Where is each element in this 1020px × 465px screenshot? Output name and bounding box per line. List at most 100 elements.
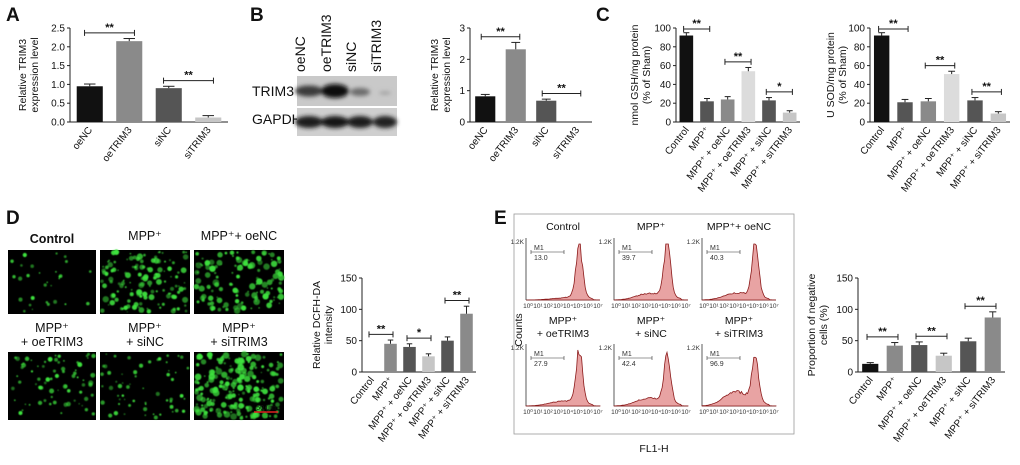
bar [762,100,776,122]
fluorescent-cells [10,252,92,313]
flow-histogram: MPP⁺+ siTRIM3 1.2K 10⁰ 10¹ 10² 10³ 10⁴ 10⁵ 10⁶ 10… [687,315,780,416]
flow-gate-value: 42.4 [622,361,636,368]
flow-x-tick-label: 10⁵ [749,303,759,310]
chart-d-dcfh-da: 0 50 100 150 Relative DCFH-DAintensity Contro… [311,274,476,444]
flow-x-tick-label: 10⁶ [759,409,769,416]
bar [679,35,694,122]
flow-histogram-curve [613,350,689,407]
bar [195,117,222,122]
significance-label: ** [184,70,193,82]
flow-x-tick-label: 10² [631,303,641,310]
flow-histogram-title: + siNC [635,328,667,340]
bar [700,101,714,122]
blot-column-label: oeTRIM3 [318,14,334,72]
flow-gate-value: 39.7 [622,255,636,262]
blot-column-label: oeNC [292,36,308,72]
flow-gate-label: M1 [534,351,544,358]
flow-x-tick-label: 10² [631,409,641,416]
flow-x-tick-label: 10⁰ [699,302,709,310]
y-tick-label: 1 [459,86,465,97]
y-tick-label: 150 [836,274,853,285]
flow-histogram-curve [701,243,777,301]
flow-gate-label: M1 [710,351,720,358]
flow-x-tick-label: 10¹ [621,409,631,416]
flow-histogram-title: MPP⁺ [725,315,754,327]
flow-histogram-curve [613,243,689,301]
fluorescence-image-title: MPP⁺ [128,229,162,243]
flow-histogram-curve [525,349,601,407]
blot-band [373,116,397,128]
flow-x-tick-label: 10⁶ [759,303,769,310]
blot-band [321,116,349,128]
flow-x-tick-label: 10¹ [709,303,719,310]
flow-x-tick-label: 10⁰ [523,408,533,416]
fluorescent-cells [193,250,285,314]
y-tick-label: 0.0 [51,118,65,129]
y-tick-label: 3 [459,24,465,35]
fluorescent-cells [193,350,284,420]
flow-histogram: MPP⁺+ siNC 1.2K 10⁰ 10¹ 10² 10³ 10⁴ 10⁵ 10⁶ 10⁷ M1… [599,315,692,416]
y-tick-label: 40 [660,80,672,91]
flow-gate-label: M1 [534,245,544,252]
flow-histogram-title: + siTRIM3 [715,328,763,340]
flow-gate-label: M1 [622,351,632,358]
blot-column-label: siTRIM3 [368,20,384,72]
y-tick-label: 0 [665,118,671,129]
blot-band [347,116,373,128]
bar [935,355,952,372]
flow-y-tick-label: 1.2K [687,239,701,246]
bar [873,35,890,122]
chart-e-negative-cells: 0 50 100 150 Proportion of negativecells (%)… [806,273,1005,444]
y-tick-label: 50 [346,336,358,347]
y-tick-label: 2.0 [51,42,65,53]
significance-label: ** [105,22,114,34]
bar [886,345,903,372]
significance-label: * [777,81,782,93]
blot-row-label-gapdh: GAPDH [252,111,302,127]
y-tick-label: 0 [351,368,357,379]
fluorescent-cells [100,249,189,314]
y-axis-label: Relative DCFH-DAintensity [311,281,335,369]
blot-column-label: siNC [343,42,359,72]
fluorescence-image [100,250,190,314]
significance-label: ** [889,18,898,30]
scale-bar-label: 50 μm [256,405,276,412]
y-tick-label: 80 [854,42,866,53]
flow-x-tick-label: 10⁴ [563,409,573,416]
flow-histogram-curve [526,243,601,301]
fluorescence-image-title: + siTRIM3 [210,335,267,349]
bar [116,41,143,122]
flow-x-tick-label: 10⁴ [739,409,749,416]
fluorescence-image-title: MPP⁺+ oeNC [201,229,277,243]
fluorescence-image-title: + siNC [126,335,164,349]
y-tick-label: 0 [859,118,865,129]
chart-a-relative-trim3: 0.0 0.5 1.0 1.5 2.0 2.5 Relative TRIM3expressi… [17,22,228,164]
significance-label: ** [453,290,462,302]
bar [862,363,879,372]
flow-x-tick-label: 10⁷ [681,303,691,310]
flow-x-tick-label: 10⁶ [671,303,681,310]
fluorescent-cells [100,353,190,420]
bar [155,88,182,122]
fluorescence-image-title: MPP⁺ [35,321,69,335]
bar [967,100,983,122]
flow-frame [513,213,795,435]
bar [990,113,1007,122]
flow-x-tick-label: 10² [543,303,553,310]
flow-x-tick-label: 10² [719,303,729,310]
flow-x-tick-label: 10⁷ [769,303,779,310]
fluorescent-cells [11,352,96,416]
flow-x-tick-label: 10¹ [709,409,719,416]
flow-x-tick-label: 10⁵ [573,409,583,416]
x-tick-label: Control [859,125,888,157]
flow-histogram-curve [701,356,777,407]
x-tick-label: oeNC [71,125,95,152]
y-tick-label: 0.5 [51,99,65,110]
flow-y-tick-label: 1.2K [511,345,525,352]
flow-histogram-title: Control [546,221,580,233]
bar [741,71,756,122]
blot-band [321,84,349,98]
flow-x-tick-label: 10⁷ [681,409,691,416]
flow-x-tick-label: 10⁵ [661,409,671,416]
